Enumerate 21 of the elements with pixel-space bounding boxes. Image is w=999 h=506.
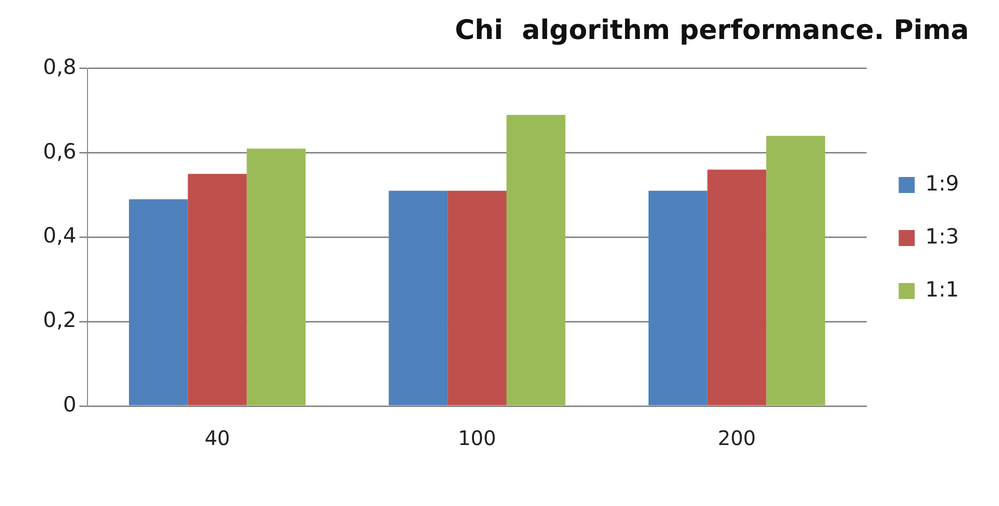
y-tick-label: 0,4 — [42, 224, 76, 248]
y-tick-label: 0,2 — [42, 308, 76, 332]
bar — [448, 190, 506, 406]
x-tick-label: 40 — [204, 426, 230, 450]
bar — [707, 170, 766, 406]
x-tick-label: 100 — [458, 426, 496, 450]
y-tick-label: 0,6 — [42, 139, 76, 164]
y-tick-label: 0 — [63, 392, 76, 416]
legend-label: 1:1 — [925, 277, 959, 302]
legend-label: 1:9 — [925, 171, 959, 196]
bar — [246, 148, 306, 406]
x-tick-label: 200 — [718, 426, 756, 450]
bar — [128, 199, 188, 406]
bar — [188, 174, 247, 406]
bar — [388, 190, 448, 406]
legend-label: 1:3 — [925, 224, 959, 248]
y-tick-label: 0,8 — [42, 54, 76, 79]
bar — [766, 136, 826, 406]
bar — [506, 114, 566, 406]
chart-title: Chi algorithm performance. Pima — [454, 15, 969, 46]
bar — [648, 190, 708, 406]
